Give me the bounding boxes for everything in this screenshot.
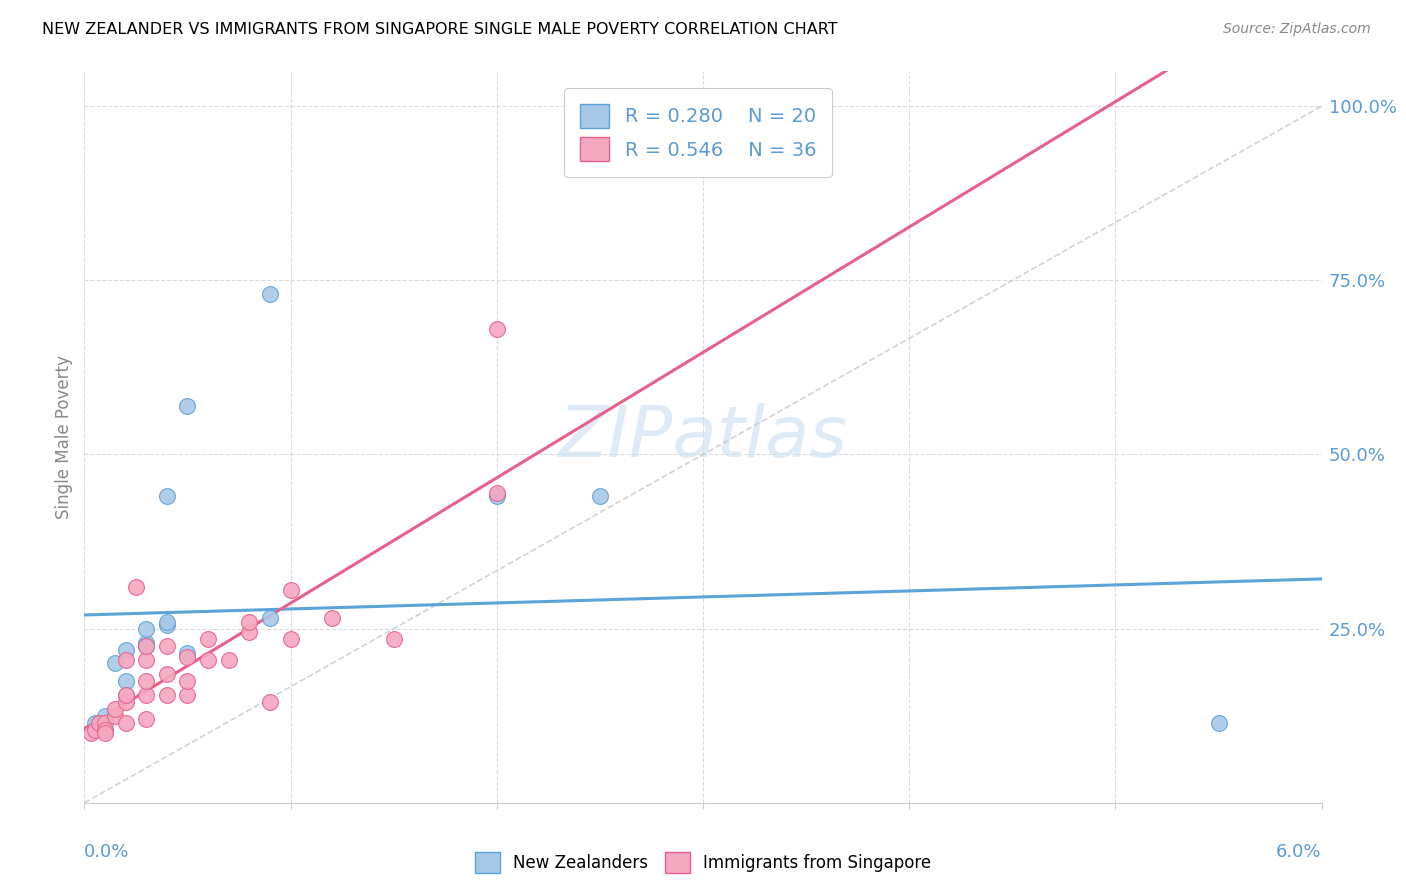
Point (135, 635, 157, 649)
Point (280, 583, 302, 598)
Point (156, 667, 179, 681)
Point (238, 625, 260, 640)
Text: ZIPatlas: ZIPatlas (558, 402, 848, 472)
Point (114, 642, 136, 657)
Point (104, 702, 127, 716)
Point (485, 489, 508, 503)
Point (94, 726, 117, 740)
Point (114, 688, 136, 702)
Point (156, 618, 179, 632)
Legend: R = 0.280    N = 20, R = 0.546    N = 36: R = 0.280 N = 20, R = 0.546 N = 36 (564, 88, 831, 177)
Point (197, 653, 219, 667)
Point (135, 712, 157, 726)
Text: NEW ZEALANDER VS IMMIGRANTS FROM SINGAPORE SINGLE MALE POVERTY CORRELATION CHART: NEW ZEALANDER VS IMMIGRANTS FROM SINGAPO… (42, 22, 838, 37)
Point (114, 688, 136, 702)
Point (176, 688, 198, 702)
Point (176, 646, 198, 660)
Point (197, 632, 219, 646)
Text: 0.0%: 0.0% (84, 843, 129, 861)
Point (321, 611, 343, 625)
Point (94, 715, 117, 730)
Y-axis label: Single Male Poverty: Single Male Poverty (55, 355, 73, 519)
Point (104, 657, 127, 671)
Point (135, 622, 157, 636)
Point (382, 632, 405, 646)
Point (259, 287, 281, 301)
Point (156, 489, 179, 503)
Point (83, 723, 105, 737)
Point (94, 708, 117, 723)
Point (176, 649, 198, 664)
Point (125, 580, 148, 594)
Text: 6.0%: 6.0% (1277, 843, 1322, 861)
Point (156, 639, 179, 653)
Point (156, 688, 179, 702)
Point (1208, 715, 1230, 730)
Point (135, 673, 157, 688)
Point (135, 653, 157, 667)
Point (104, 708, 127, 723)
Point (485, 485, 508, 500)
Point (114, 653, 136, 667)
Point (114, 715, 136, 730)
Point (135, 688, 157, 702)
Point (79, 726, 101, 740)
Point (156, 615, 179, 629)
Point (135, 639, 157, 653)
Point (280, 632, 302, 646)
Point (485, 322, 508, 336)
Point (114, 695, 136, 709)
Point (94, 723, 117, 737)
Text: Source: ZipAtlas.com: Source: ZipAtlas.com (1223, 22, 1371, 37)
Point (238, 615, 260, 629)
Point (114, 673, 136, 688)
Point (135, 639, 157, 653)
Point (176, 399, 198, 413)
Point (259, 611, 281, 625)
Point (83, 715, 105, 730)
Point (176, 673, 198, 688)
Point (218, 653, 240, 667)
Point (94, 723, 117, 737)
Legend: New Zealanders, Immigrants from Singapore: New Zealanders, Immigrants from Singapor… (468, 846, 938, 880)
Point (259, 695, 281, 709)
Point (589, 489, 612, 503)
Point (87, 715, 110, 730)
